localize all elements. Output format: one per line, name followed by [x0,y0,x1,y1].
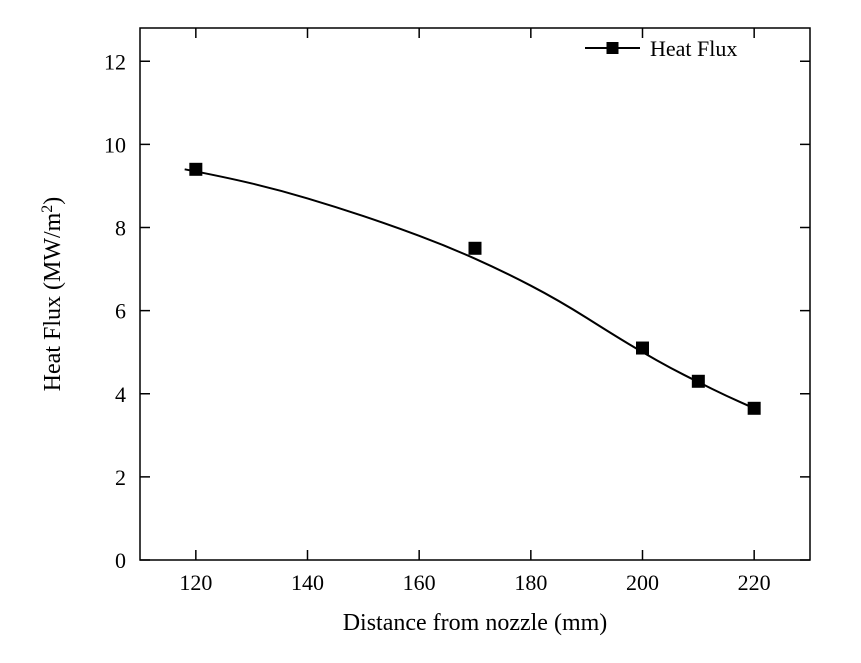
data-marker [469,242,481,254]
x-axis-label: Distance from nozzle (mm) [343,610,608,636]
y-tick-label: 10 [104,132,126,157]
y-axis-label: Heat Flux (MW/m2) [39,197,67,392]
data-marker [190,163,202,175]
data-marker [748,402,760,414]
y-tick-label: 12 [104,49,126,74]
y-tick-label: 6 [115,299,126,324]
y-tick-label: 2 [115,465,126,490]
x-tick-label: 200 [626,570,659,595]
heat-flux-chart: 120 140 160 180 200 220 0 2 4 6 8 10 12 Distance from… [0,0,861,663]
data-marker [637,342,649,354]
legend-marker-icon [607,42,619,54]
x-tick-label: 120 [179,570,212,595]
x-tick-label: 140 [291,570,324,595]
x-tick-label: 180 [514,570,547,595]
chart-svg: 120 140 160 180 200 220 0 2 4 6 8 10 12 Distance from… [0,0,861,663]
y-tick-label: 4 [115,382,126,407]
y-tick-label: 8 [115,216,126,241]
data-marker [692,375,704,387]
legend-label: Heat Flux [650,36,737,61]
x-tick-label: 220 [738,570,771,595]
x-tick-label: 160 [403,570,436,595]
y-tick-label: 0 [115,548,126,573]
